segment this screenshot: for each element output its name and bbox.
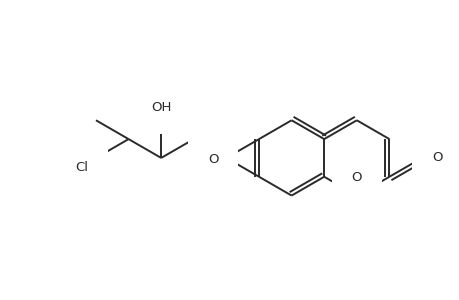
Text: O: O — [351, 171, 361, 184]
Text: Cl: Cl — [75, 161, 88, 174]
Text: OH: OH — [151, 101, 171, 114]
Text: O: O — [431, 152, 442, 164]
Text: O: O — [207, 153, 218, 167]
Text: O: O — [207, 152, 218, 164]
